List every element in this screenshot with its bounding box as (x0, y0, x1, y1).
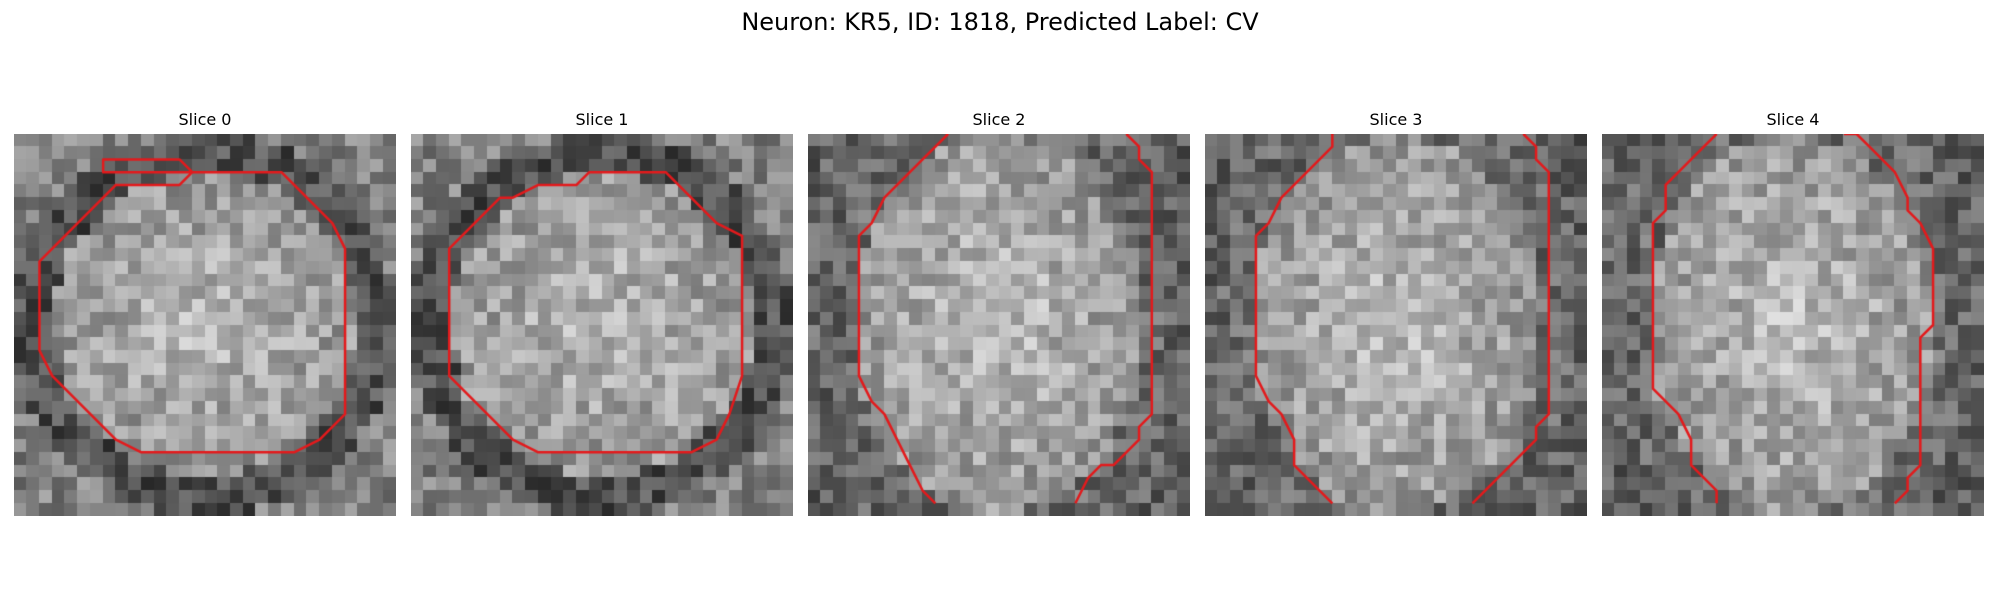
slice-image-3 (1205, 134, 1587, 516)
slice-panel-0: Slice 0 (14, 110, 396, 516)
slice-title: Slice 0 (178, 110, 232, 129)
slice-panel-1: Slice 1 (411, 110, 793, 516)
slice-panel-4: Slice 4 (1602, 110, 1984, 516)
slice-image-1 (411, 134, 793, 516)
slice-image-4 (1602, 134, 1984, 516)
slice-image-2 (808, 134, 1190, 516)
slice-panel-2: Slice 2 (808, 110, 1190, 516)
slice-title: Slice 2 (972, 110, 1026, 129)
slice-title: Slice 3 (1369, 110, 1423, 129)
figure-title: Neuron: KR5, ID: 1818, Predicted Label: … (741, 8, 1259, 36)
slice-title: Slice 1 (575, 110, 629, 129)
slice-image-0 (14, 134, 396, 516)
slice-panel-3: Slice 3 (1205, 110, 1587, 516)
slice-title: Slice 4 (1766, 110, 1820, 129)
